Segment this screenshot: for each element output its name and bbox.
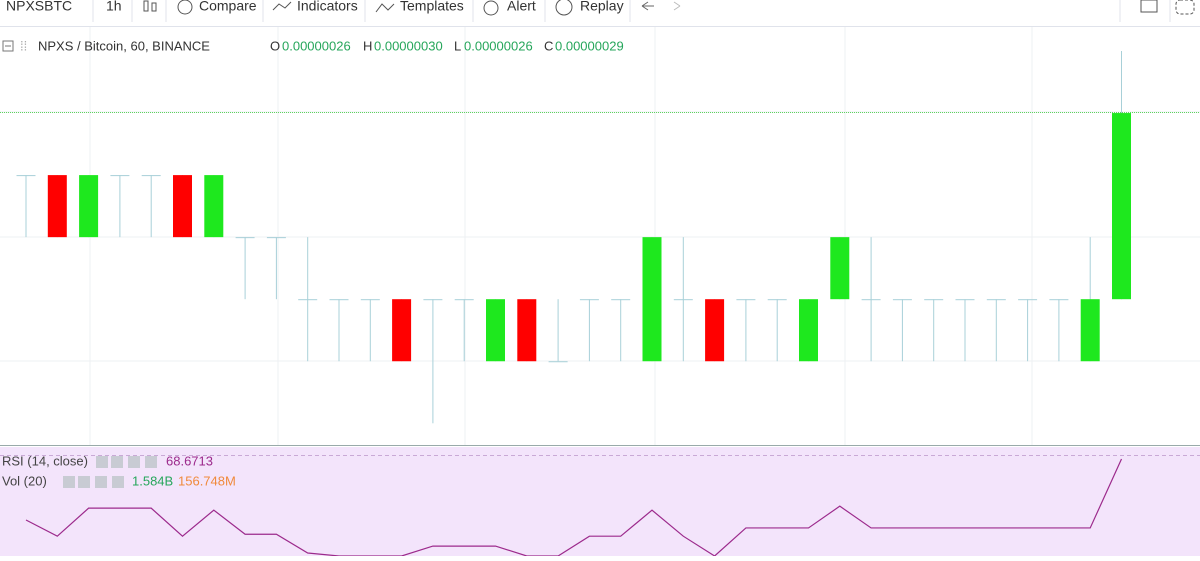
candle-body	[360, 299, 380, 301]
high-label: H	[363, 38, 372, 53]
high-value: 0.00000030	[374, 38, 443, 53]
low-value: 0.00000026	[464, 38, 533, 53]
replay[interactable]: Replay	[580, 0, 624, 14]
candles	[16, 51, 1131, 424]
alert[interactable]: Alert	[507, 0, 536, 14]
open-label: O	[270, 38, 280, 53]
undo[interactable]	[641, 1, 654, 11]
open-value: 0.00000026	[282, 38, 351, 53]
compare-icon[interactable]	[177, 0, 193, 15]
drag-handle: ⁞⁞	[20, 38, 27, 53]
series-title: NPXS / Bitcoin, 60, BINANCE	[38, 38, 210, 53]
candle-body	[830, 237, 850, 300]
symbol[interactable]: NPXSBTC	[6, 0, 72, 14]
rsi-line	[25, 458, 1123, 557]
candle-body	[1112, 113, 1131, 300]
indicators[interactable]: Indicators	[297, 0, 358, 14]
rsi-value: 68.6713	[166, 453, 213, 468]
interval[interactable]: 1h	[106, 0, 122, 14]
toolbar	[0, 0, 1200, 26]
candle-body	[611, 299, 631, 301]
chart-style-icon[interactable]	[143, 0, 157, 12]
candle-body	[173, 175, 192, 238]
templates[interactable]: Templates	[400, 0, 464, 14]
close-label: C	[544, 38, 553, 53]
candle-body	[298, 299, 318, 301]
candle-body	[861, 299, 881, 301]
candle-body	[235, 237, 255, 239]
compare[interactable]: Compare	[199, 0, 257, 14]
candle-body	[110, 175, 130, 177]
candle-body	[924, 299, 944, 301]
candle-body	[986, 299, 1006, 301]
candle-body	[266, 237, 286, 239]
alert-icon[interactable]	[483, 0, 499, 16]
rsi-buttons[interactable]	[96, 456, 157, 468]
candle-body	[141, 175, 161, 177]
redo[interactable]	[673, 1, 681, 11]
candle-body	[79, 175, 99, 238]
replay-icon[interactable]	[555, 0, 573, 16]
candle-body	[736, 299, 756, 301]
collapse-toggle[interactable]	[2, 40, 14, 52]
candle-body	[1018, 299, 1038, 301]
candle-body	[47, 175, 67, 238]
candle-body	[892, 299, 912, 301]
candle-body	[517, 299, 537, 362]
candle-body	[548, 361, 568, 363]
vol-label: Vol (20)	[2, 473, 47, 488]
candle-body	[673, 299, 693, 301]
vol-buttons[interactable]	[63, 476, 124, 488]
vol-ma: 156.748M	[178, 473, 236, 488]
candle-body	[579, 299, 599, 301]
candle-body	[955, 299, 975, 301]
candle-body	[486, 299, 505, 362]
candle-body	[705, 299, 725, 362]
rsi-label: RSI (14, close)	[2, 453, 88, 468]
candle-body	[329, 299, 349, 301]
candle-body	[454, 299, 474, 301]
fullscreen-icon[interactable]	[1140, 0, 1158, 13]
vol-value: 1.584B	[132, 473, 173, 488]
close-value: 0.00000029	[555, 38, 624, 53]
low-label: L	[454, 38, 461, 53]
candle-body	[392, 299, 412, 362]
candle-body	[799, 299, 818, 362]
indicator-pane	[0, 447, 1200, 556]
candle-body	[16, 175, 36, 177]
screenshot-icon[interactable]	[1175, 0, 1195, 15]
candle-body	[204, 175, 224, 238]
candle-body	[423, 299, 443, 301]
indicators-icon[interactable]	[272, 1, 292, 11]
templates-icon[interactable]	[375, 3, 395, 13]
candle-body	[1080, 299, 1100, 362]
candle-body	[767, 299, 787, 301]
candle-body	[1049, 299, 1069, 301]
candle-body	[642, 237, 662, 362]
